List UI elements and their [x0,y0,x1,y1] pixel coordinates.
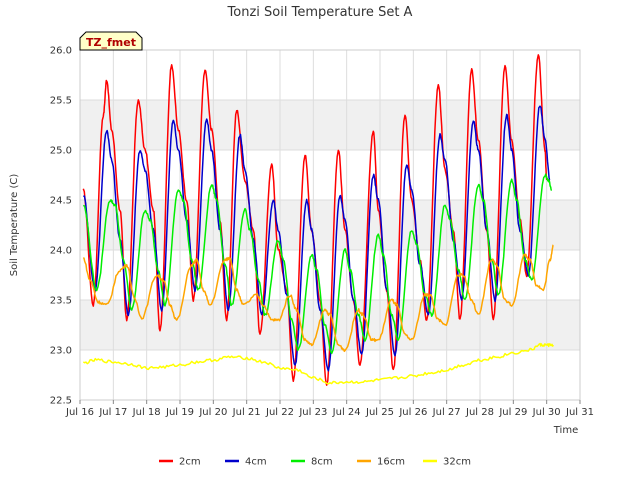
y-axis-label: Soil Temperature (C) [9,174,20,277]
x-tick-label: Jul 23 [298,407,327,418]
legend-label-32cm: 32cm [443,457,471,468]
x-tick-label: Jul 22 [265,407,294,418]
x-tick-label: Jul 24 [332,407,361,418]
x-tick-label: Jul 20 [198,407,227,418]
site-tag: TZ_fmet [79,31,143,51]
plot-frame [79,49,581,401]
y-tick-label: 25.5 [50,96,72,107]
series-line-4cm [83,105,551,372]
y-tick-label: 24.5 [50,196,72,207]
x-tick-label: Jul 16 [65,407,94,418]
x-tick-label: Jul 26 [398,407,427,418]
x-tick-label: Jul 21 [232,407,261,418]
x-tick-labels: Jul 16 Jul 17 Jul 18 Jul 19 Jul 20 Jul 21 Jul … [65,400,594,418]
legend: 2cm 4cm 8cm 16cm 32cm [159,457,471,468]
series-line-32cm [82,342,554,385]
y-tick-label: 22.5 [50,396,72,407]
x-tick-label: Jul 18 [132,407,161,418]
y-tick-label: 26.0 [50,46,72,57]
y-tick-label: 25.0 [50,146,72,157]
series-lines [82,54,554,386]
x-tick-label: Jul 28 [465,407,494,418]
y-tick-labels: 22.5 23.0 23.5 24.0 24.5 25.0 25.5 26.0 [50,46,72,407]
x-tick-label: Jul 31 [565,407,594,418]
background-band [80,200,580,250]
x-tick-label: Jul 30 [532,407,561,418]
site-tag-text: TZ_fmet [86,36,136,49]
x-tick-label: Jul 29 [498,407,527,418]
site-tag-box [79,31,143,51]
background-band [80,100,580,150]
legend-label-16cm: 16cm [377,457,405,468]
legend-label-8cm: 8cm [311,457,333,468]
y-tick-label: 23.5 [50,296,72,307]
legend-label-2cm: 2cm [179,457,201,468]
series-line-8cm [82,173,553,355]
x-tick-label: Jul 17 [98,407,127,418]
y-tick-label: 23.0 [50,346,72,357]
x-tick-label: Jul 19 [165,407,194,418]
background-bands [80,100,580,350]
legend-label-4cm: 4cm [245,457,267,468]
x-tick-label: Jul 25 [365,407,394,418]
x-tick-label: Jul 27 [432,407,461,418]
x-axis-label: Time [553,425,578,436]
y-tick-label: 24.0 [50,246,72,257]
chart-title: Tonzi Soil Temperature Set A [227,5,413,20]
series-line-16cm [82,244,554,353]
